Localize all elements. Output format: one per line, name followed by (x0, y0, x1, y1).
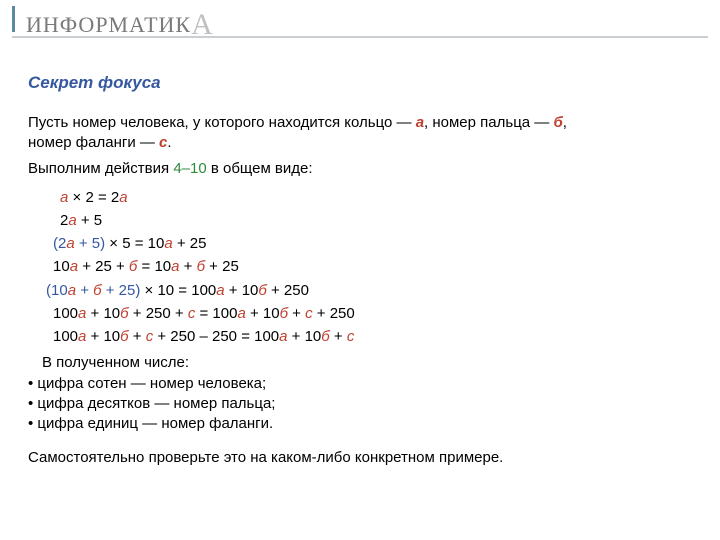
eq7-t4: + 250 – 250 = 100 (153, 328, 279, 345)
eq5-l3: + 25) (102, 282, 141, 299)
bullet-1: • цифра сотен — номер человека; (28, 374, 692, 394)
eq3-a1: а (66, 235, 74, 252)
final-paragraph: Самостоятельно проверьте это на каком-ли… (28, 448, 692, 468)
eq7-t3: + (129, 328, 146, 345)
intro-text-1: Пусть номер человека, у которого находит… (28, 114, 416, 131)
eq7-t1: 100 (53, 328, 78, 345)
eq6-t2: + 10 (86, 305, 120, 322)
intro-paragraph: Пусть номер человека, у которого находит… (28, 113, 692, 154)
eq7-b2: б (321, 328, 329, 345)
eq5-b2: б (258, 282, 266, 299)
eq6-t7: + 250 (313, 305, 355, 322)
action-range: 4–10 (173, 160, 206, 177)
intro-text-3: , (563, 114, 567, 131)
bullets-list: • цифра сотен — номер человека; • цифра … (28, 374, 692, 435)
eq4-t2: + 25 + (78, 258, 129, 275)
eq5-r2: + 10 (225, 282, 259, 299)
eq5-l2: + (76, 282, 93, 299)
header-word-main: ИНФОРМАТИК (26, 12, 191, 37)
eq6-t6: + (288, 305, 305, 322)
eq7-c2: с (347, 328, 355, 345)
eq1-t1: × 2 = 2 (68, 189, 119, 206)
equation-6: 100а + 10б + 250 + с = 100а + 10б + с + … (53, 304, 692, 324)
eq6-b1: б (120, 305, 128, 322)
page-header: ИНФОРМАТИКА (0, 0, 720, 46)
eq2-a1: а (68, 212, 76, 229)
eq3-l1: (2 (53, 235, 66, 252)
equations-block: а × 2 = 2а 2а + 5 (2а + 5) × 5 = 10а + 2… (46, 188, 692, 348)
bullet-3: • цифра единиц — номер фаланги. (28, 414, 692, 434)
eq5-a1: а (68, 282, 76, 299)
eq3-r2: + 25 (173, 235, 207, 252)
eq5-l1: (10 (46, 282, 68, 299)
eq5-b1: б (93, 282, 101, 299)
eq3-a2: а (164, 235, 172, 252)
eq4-b2: б (197, 258, 205, 275)
intro-var-b: б (553, 114, 562, 131)
eq1-a2: а (119, 189, 127, 206)
eq7-t2: + 10 (86, 328, 120, 345)
eq7-t5: + 10 (288, 328, 322, 345)
eq7-t6: + (330, 328, 347, 345)
eq4-t4: + (179, 258, 196, 275)
eq6-t4: = 100 (195, 305, 237, 322)
eq7-a2: а (279, 328, 287, 345)
action-pre: Выполним действия (28, 160, 173, 177)
action-line: Выполним действия 4–10 в общем виде: (28, 159, 692, 179)
eq6-t3: + 250 + (129, 305, 188, 322)
header-title: ИНФОРМАТИКА (26, 12, 213, 37)
equation-4: 10а + 25 + б = 10а + б + 25 (53, 257, 692, 277)
eq4-a1: а (70, 258, 78, 275)
equation-7: 100а + 10б + с + 250 – 250 = 100а + 10б … (53, 327, 692, 347)
equation-5: (10а + б + 25) × 10 = 100а + 10б + 250 (46, 281, 692, 301)
result-header: В полученном числе: (42, 353, 692, 373)
eq3-r1: × 5 = 10 (105, 235, 164, 252)
section-title: Секрет фокуса (28, 72, 692, 95)
intro-text-5: . (167, 134, 171, 151)
action-post: в общем виде: (207, 160, 313, 177)
eq5-r1: × 10 = 100 (140, 282, 216, 299)
eq4-t3: = 10 (137, 258, 171, 275)
eq4-t1: 10 (53, 258, 70, 275)
header-underline (12, 36, 708, 38)
content-area: Секрет фокуса Пусть номер человека, у ко… (0, 46, 720, 469)
eq6-c2: с (305, 305, 313, 322)
eq3-l2: + 5) (75, 235, 105, 252)
intro-text-4: номер фаланги — (28, 134, 159, 151)
equation-1: а × 2 = 2а (60, 188, 692, 208)
eq7-b1: б (120, 328, 128, 345)
intro-var-a: а (416, 114, 424, 131)
eq4-t5: + 25 (205, 258, 239, 275)
intro-text-2: , номер пальца — (424, 114, 553, 131)
eq5-r3: + 250 (267, 282, 309, 299)
eq6-a2: а (237, 305, 245, 322)
eq5-a2: а (216, 282, 224, 299)
bullet-2: • цифра десятков — номер пальца; (28, 394, 692, 414)
result-header-text: В полученном числе: (42, 354, 189, 371)
eq2-t2: + 5 (77, 212, 102, 229)
header-accent-bar (12, 6, 15, 32)
eq6-t5: + 10 (246, 305, 280, 322)
equation-3: (2а + 5) × 5 = 10а + 25 (53, 234, 692, 254)
equation-2: 2а + 5 (60, 211, 692, 231)
eq6-t1: 100 (53, 305, 78, 322)
eq6-b2: б (280, 305, 288, 322)
